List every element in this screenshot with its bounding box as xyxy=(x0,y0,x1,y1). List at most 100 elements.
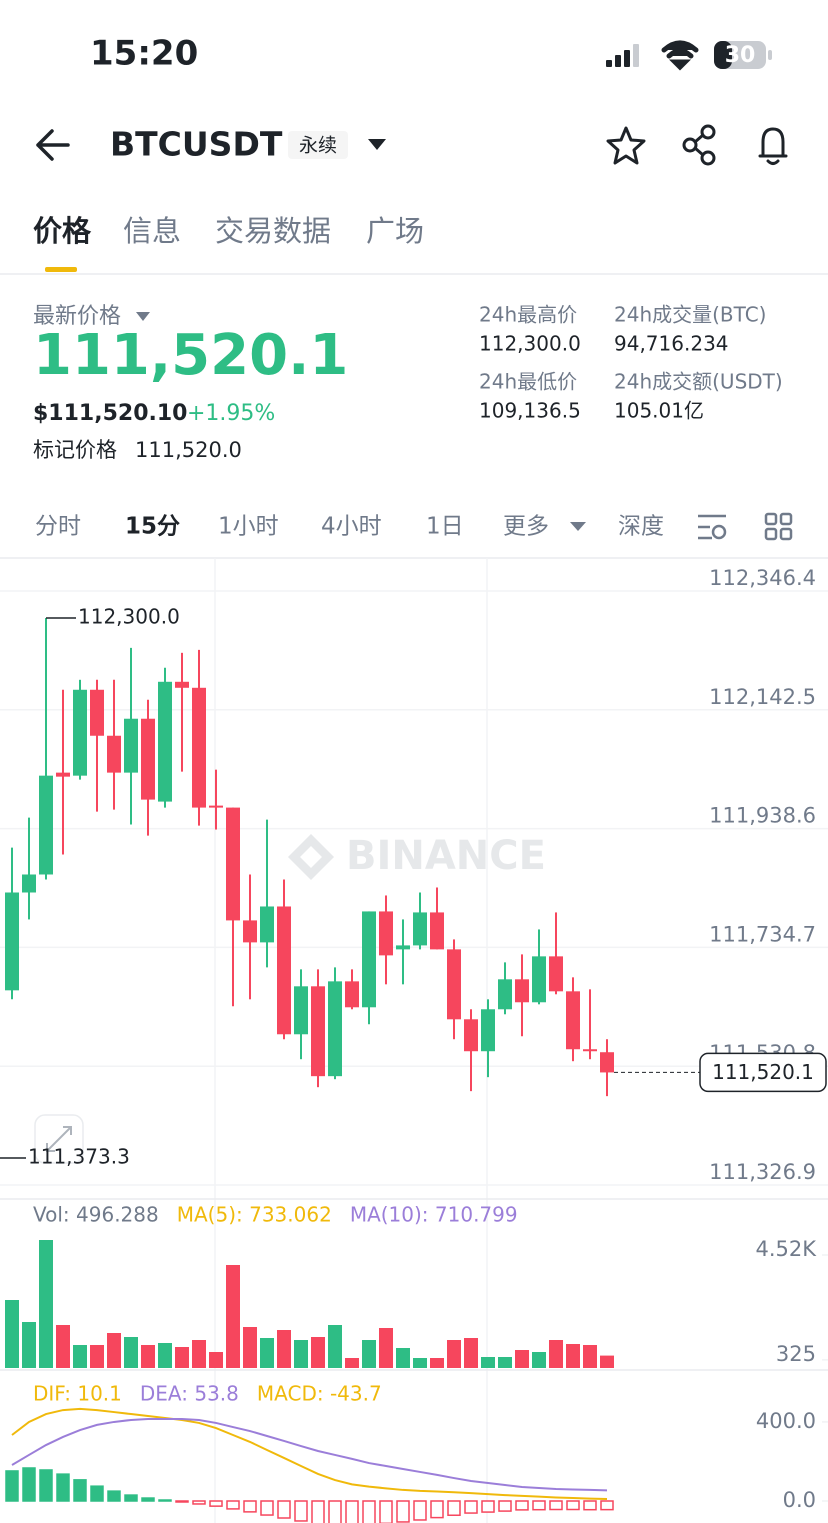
share-button[interactable] xyxy=(682,124,716,166)
volume-bar xyxy=(56,1325,70,1368)
candle-body xyxy=(549,956,563,992)
volume-bar xyxy=(243,1327,257,1368)
legend-entry: DEA: 53.8 xyxy=(140,1382,239,1406)
volume-bar xyxy=(379,1328,393,1368)
back-button[interactable] xyxy=(36,129,70,161)
candle-body xyxy=(107,735,121,773)
candle-body xyxy=(260,906,274,943)
interval-tab[interactable]: 4小时 xyxy=(321,514,382,540)
battery-text: 30 xyxy=(725,43,756,68)
macd-line xyxy=(11,1407,608,1501)
alert-button[interactable] xyxy=(758,127,788,165)
last-price-tag: 111,520.1 xyxy=(712,1060,814,1084)
candle-body xyxy=(413,912,427,946)
candle-body xyxy=(243,920,257,943)
candle-body xyxy=(56,772,70,777)
high-marker-label: 112,300.0 xyxy=(78,604,180,628)
macd-bar xyxy=(22,1467,36,1502)
macd-bar xyxy=(345,1500,359,1523)
candle-body xyxy=(600,1052,614,1073)
y-tick-label: 112,142.5 xyxy=(709,685,816,709)
candle-body xyxy=(515,979,529,1003)
volume-bar xyxy=(277,1330,291,1368)
volume-bar xyxy=(192,1340,206,1368)
indicator-settings-button[interactable] xyxy=(698,514,727,540)
legend-entry: MA(5): 733.062 xyxy=(177,1203,332,1227)
layout-button[interactable] xyxy=(764,512,793,541)
candle-body xyxy=(362,911,376,1008)
macd-bar xyxy=(90,1485,104,1502)
candle-body xyxy=(532,956,546,1003)
candle-body xyxy=(328,981,342,1077)
last-price-label[interactable]: 最新价格 xyxy=(33,304,121,329)
volume-bar xyxy=(90,1345,104,1368)
tab[interactable]: 价格 xyxy=(33,214,92,248)
symbol-dropdown[interactable] xyxy=(368,139,386,150)
last-price-dropdown[interactable] xyxy=(136,312,150,321)
volume-bar xyxy=(396,1348,410,1368)
macd-bar xyxy=(175,1500,189,1503)
symbol[interactable]: BTCUSDT xyxy=(110,125,283,164)
candle-body xyxy=(141,718,155,800)
last-price-tag-box xyxy=(699,1052,827,1093)
candle-body xyxy=(175,681,189,688)
candle-body xyxy=(209,805,223,808)
interval-tab[interactable]: 深度 xyxy=(618,514,664,540)
favorite-button[interactable] xyxy=(606,126,646,165)
volume-bar xyxy=(22,1322,36,1368)
y-tick-label: 325 xyxy=(776,1342,816,1366)
signal-icon xyxy=(606,44,639,67)
candle-body xyxy=(5,892,19,991)
y-tick-label: 111,938.6 xyxy=(709,804,816,828)
volume-bar xyxy=(39,1240,53,1368)
candle-body xyxy=(583,1049,597,1052)
tab[interactable]: 广场 xyxy=(366,214,424,248)
volume-bar xyxy=(5,1300,19,1368)
fullscreen-icon xyxy=(46,1126,72,1152)
volume-bar xyxy=(464,1338,478,1368)
tab[interactable]: 信息 xyxy=(123,214,181,248)
interval-tab[interactable]: 1日 xyxy=(426,514,464,540)
candle-body xyxy=(73,689,87,776)
legend-entry: MACD: -43.7 xyxy=(257,1382,382,1406)
volume-bar xyxy=(515,1350,529,1368)
y-tick-label: 112,346.4 xyxy=(709,566,816,590)
macd-bar xyxy=(243,1500,257,1513)
wifi-icon xyxy=(661,40,699,71)
more-dropdown[interactable] xyxy=(570,522,586,531)
volume-bar xyxy=(209,1352,223,1368)
macd-bar xyxy=(277,1500,291,1519)
volume-bar xyxy=(345,1358,359,1368)
candle-body xyxy=(39,775,53,875)
macd-bar xyxy=(549,1500,563,1511)
macd-bar xyxy=(481,1500,495,1513)
stat-label: 24h最高价 xyxy=(479,303,577,327)
macd-bar xyxy=(362,1500,376,1523)
last-price: 111,520.1 xyxy=(33,323,348,388)
interval-tab[interactable]: 更多 xyxy=(503,514,549,540)
volume-bar xyxy=(73,1345,87,1368)
macd-bar xyxy=(260,1500,274,1516)
interval-tab[interactable]: 1小时 xyxy=(218,514,279,540)
macd-bar xyxy=(107,1490,121,1502)
volume-bar xyxy=(532,1352,546,1368)
macd-bar xyxy=(226,1500,240,1510)
volume-bar xyxy=(328,1325,342,1368)
macd-line xyxy=(11,1417,608,1492)
macd-bar xyxy=(447,1500,461,1516)
watermark-logo xyxy=(288,834,334,880)
interval-tab[interactable]: 15分 xyxy=(125,514,180,540)
volume-bar xyxy=(141,1345,155,1368)
candle-body xyxy=(311,986,325,1077)
battery-level xyxy=(714,41,732,69)
stat-label: 24h成交量(BTC) xyxy=(614,303,766,327)
battery-cap xyxy=(768,50,772,60)
candle-body xyxy=(124,718,138,773)
volume-bar xyxy=(549,1340,563,1368)
y-tick-label: 4.52K xyxy=(755,1237,817,1261)
interval-tab[interactable]: 分时 xyxy=(35,514,81,540)
price-change: +1.95% xyxy=(187,401,275,426)
volume-bar xyxy=(226,1265,240,1368)
tab[interactable]: 交易数据 xyxy=(215,214,331,248)
